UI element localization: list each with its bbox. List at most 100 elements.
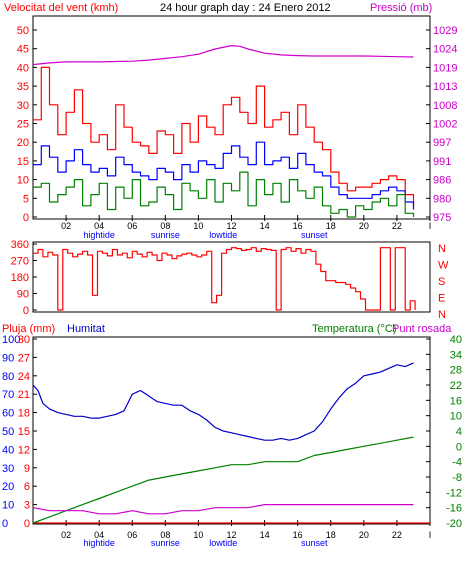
rain-tick-label: 6 (24, 481, 30, 493)
humidity-tick-label: 80 (2, 371, 14, 383)
x-tick-label: 08 (160, 530, 170, 540)
temperature-series-label: Temperatura (°C) (312, 323, 396, 335)
temperature-tick-label: -12 (446, 487, 462, 499)
x-tick-label: 04 (94, 530, 104, 540)
direction-tick-label: 360 (11, 239, 29, 251)
x-tick-label: 20 (359, 530, 369, 540)
temperature-series (32, 436, 414, 524)
wind-speed-tick-label: 35 (17, 81, 29, 93)
humidity-series (32, 362, 414, 441)
x-tick-label: 10 (193, 530, 203, 540)
x-event-label: hightide (83, 538, 115, 548)
pressure-series (32, 45, 414, 66)
humidity-tick-label: 90 (2, 352, 14, 364)
humidity-tick-label: 40 (2, 444, 14, 456)
x-tick-label: 02 (61, 221, 71, 231)
x-event-label: lowtide (209, 538, 237, 548)
temperature-tick-label: -20 (446, 518, 462, 530)
dewpoint-series-label: Punt rosada (392, 323, 452, 335)
x-tick-label: 20 (359, 221, 369, 231)
humidity-tick-label: 20 (2, 481, 14, 493)
x-tick-label: 12 (226, 530, 236, 540)
x-tick-label: 16 (293, 530, 303, 540)
x-tick-label: 22 (392, 221, 402, 231)
x-tick-label: 18 (326, 530, 336, 540)
pressure-tick-label: 997 (433, 137, 451, 149)
wind-speed-tick-label: 0 (23, 212, 29, 224)
wind-speed-tick-label: 5 (23, 193, 29, 205)
direction-tick-label: 90 (17, 289, 29, 301)
compass-label: W (438, 260, 449, 272)
rain-tick-label: 15 (18, 426, 30, 438)
x-tick-label: 08 (160, 221, 170, 231)
x-tick-label: 16 (293, 221, 303, 231)
temperature-tick-label: 28 (450, 365, 462, 377)
pressure-tick-label: 1008 (433, 100, 457, 112)
chart-title: 24 hour graph day : 24 Enero 2012 (160, 2, 331, 14)
gust-series (33, 66, 415, 206)
temperature-tick-label: 0 (456, 441, 462, 453)
temperature-tick-label: -8 (452, 472, 462, 484)
compass-label: E (438, 293, 445, 305)
wind-speed-tick-label: 10 (17, 175, 29, 187)
pressure-tick-label: 1019 (433, 62, 457, 74)
pressure-tick-label: 1029 (433, 25, 457, 37)
min-series (33, 171, 415, 218)
x-event-label: sunset (301, 538, 328, 548)
x-event-label: sunset (301, 230, 328, 240)
humidity-tick-label: 70 (2, 389, 14, 401)
x-event-label: sunrise (151, 538, 180, 548)
temperature-tick-label: 22 (450, 380, 462, 392)
x-tick-label: 06 (127, 221, 137, 231)
rain-tick-label: 18 (18, 408, 30, 420)
temperature-tick-label: 40 (450, 334, 462, 346)
pressure-tick-label: 975 (433, 212, 451, 224)
wind-speed-tick-label: 50 (17, 25, 29, 37)
humidity-tick-label: 30 (2, 463, 14, 475)
x-event-label: sunrise (151, 230, 180, 240)
rain-tick-label: 3 (24, 500, 30, 512)
x-tick-label: 06 (127, 530, 137, 540)
dewpoint-series (32, 504, 414, 515)
humidity-tick-label: 0 (2, 518, 8, 530)
humidity-tick-label: 60 (2, 408, 14, 420)
temperature-tick-label: -16 (446, 503, 462, 515)
rain-tick-label: 30 (18, 334, 30, 346)
compass-label: N (438, 243, 446, 255)
rain-axis-label: Pluja (mm) (2, 323, 55, 335)
x-event-label: hightide (83, 230, 115, 240)
temperature-tick-label: 16 (450, 395, 462, 407)
x-tick-label: 14 (260, 221, 270, 231)
direction-tick-label: 0 (23, 305, 29, 317)
pressure-tick-label: 980 (433, 193, 451, 205)
series-layer (32, 45, 430, 524)
rain-tick-label: 12 (18, 444, 30, 456)
humidity-tick-label: 10 (2, 500, 14, 512)
rain-tick-label: 21 (18, 389, 30, 401)
pressure-tick-label: 991 (433, 156, 451, 168)
pressure-tick-label: 1013 (433, 81, 457, 93)
temperature-tick-label: 4 (456, 426, 462, 438)
compass-label: S (438, 276, 445, 288)
rain-tick-label: 9 (24, 463, 30, 475)
temperature-tick-label: -4 (452, 457, 462, 469)
pressure-tick-label: 1024 (433, 44, 457, 56)
wind-speed-tick-label: 40 (17, 62, 29, 74)
rain-tick-label: 27 (18, 352, 30, 364)
x-tick-label: 10 (193, 221, 203, 231)
wind-speed-tick-label: 30 (17, 100, 29, 112)
wind-speed-tick-label: 15 (17, 156, 29, 168)
wind-speed-tick-label: 20 (17, 137, 29, 149)
wind-speed-tick-label: 25 (17, 119, 29, 131)
wind-speed-tick-label: 45 (17, 44, 29, 56)
x-event-label: lowtide (209, 230, 237, 240)
rain-tick-label: 24 (18, 371, 30, 383)
pressure-tick-label: 986 (433, 175, 451, 187)
rain-tick-label: 0 (24, 518, 30, 530)
temperature-tick-label: 10 (450, 411, 462, 423)
pressure-axis-label: Pressió (mb) (370, 2, 432, 14)
humidity-series-label: Humitat (67, 323, 105, 335)
direction-tick-label: 180 (11, 272, 29, 284)
